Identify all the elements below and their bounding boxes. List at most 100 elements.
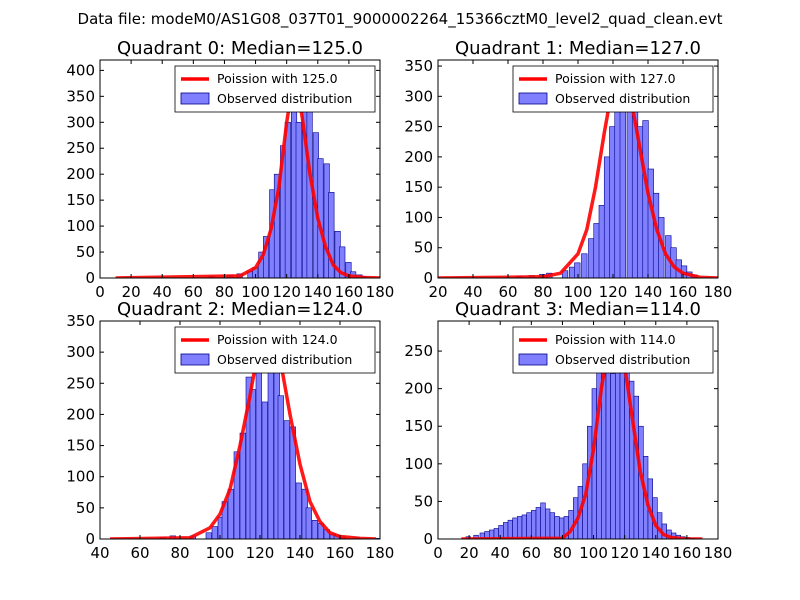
q1-xtick-label: 100 (564, 283, 593, 301)
q3-legend-bar-swatch (518, 353, 548, 366)
q2-xtick-label: 60 (130, 544, 149, 562)
q3-title: Quadrant 3: Median=114.0 (455, 299, 701, 320)
q3-xtick-label: 60 (522, 544, 541, 562)
q2-bar-16 (277, 395, 284, 539)
q3-bar-9 (512, 517, 518, 539)
q1-xtick-label: 60 (498, 283, 517, 301)
q2-xtick-label: 100 (206, 544, 235, 562)
q1-bar-13 (614, 83, 621, 278)
q1-ytick-label: 100 (404, 208, 433, 226)
q1-legend: Poission with 127.0 Observed distribution (512, 65, 714, 113)
q3-ytick-label: 50 (414, 492, 433, 510)
q2-bar-3 (205, 532, 212, 539)
q2-legend-label-observed: Observed distribution (217, 352, 352, 367)
q2-ytick-label: 0 (85, 530, 95, 548)
q1-bar-18 (642, 120, 649, 278)
q2-ytick-label: 200 (66, 405, 95, 423)
quadrant-0-panel: 0 20 40 60 80 100 120 140 160 1800501001502002503… (66, 38, 394, 301)
q0-legend-label-observed: Observed distribution (217, 91, 352, 106)
q1-xtick-label: 140 (634, 283, 663, 301)
q3-xtick-label: 40 (491, 544, 510, 562)
q3-xtick-label: 20 (460, 544, 479, 562)
q2-legend-bar-swatch (180, 353, 210, 366)
q1-bar-6 (574, 262, 581, 278)
q1-bar-10 (598, 205, 605, 278)
q1-ytick-label: 350 (404, 57, 433, 75)
q1-xtick-label: 120 (599, 283, 628, 301)
q3-bar-15 (540, 502, 546, 539)
q0-xtick-label: 20 (122, 283, 141, 301)
q2-xtick-label: 80 (170, 544, 189, 562)
q0-bar-20 (339, 246, 346, 278)
q2-xtick-label: 180 (366, 544, 395, 562)
q2-legend: Poission with 124.0 Observed distribution (174, 326, 376, 374)
q3-bar-11 (521, 514, 527, 539)
q2-bar-17 (283, 420, 290, 539)
q2-title: Quadrant 2: Median=124.0 (117, 299, 363, 320)
q0-xtick-label: 40 (153, 283, 172, 301)
q1-xtick-label: 40 (463, 283, 482, 301)
q1-bar-19 (647, 168, 654, 278)
q2-xtick-label: 120 (246, 544, 275, 562)
q1-bar-7 (581, 253, 588, 278)
q2-bar-19 (295, 482, 302, 539)
q0-legend-bar-swatch (180, 92, 210, 105)
quadrant-3-panel: 0 20 40 60 80 100 120 140 160 180050100150200250Q… (404, 299, 732, 562)
q1-bar-15 (626, 83, 633, 278)
q1-bar-5 (568, 266, 576, 278)
q0-ytick-label: 250 (66, 139, 95, 157)
q3-bar-10 (517, 516, 523, 539)
q0-axes-frame (99, 59, 381, 279)
q0-xtick-label: 140 (303, 283, 332, 301)
q2-legend-label-poisson: Poission with 124.0 (217, 332, 338, 347)
q0-ytick-label: 350 (66, 87, 95, 105)
q0-ytick-label: 100 (66, 217, 95, 235)
q3-xtick-label: 80 (553, 544, 572, 562)
q1-ytick-label: 0 (423, 269, 433, 287)
q2-xtick-label: 160 (326, 544, 355, 562)
q2-ytick-label: 250 (66, 374, 95, 392)
q3-bar-12 (526, 512, 532, 539)
q3-xtick-label: 180 (704, 544, 733, 562)
q0-ytick-label: 200 (66, 165, 95, 183)
q1-xtick-label: 80 (533, 283, 552, 301)
q2-bar-11 (249, 389, 256, 539)
q1-legend-bar-swatch (518, 92, 548, 105)
q0-ytick-label: 50 (76, 243, 95, 261)
q2-ytick-label: 350 (66, 312, 95, 330)
q0-ytick-label: 150 (66, 191, 95, 209)
quadrant-2-panel: 40 60 80 100 120 140 160 180 0 50 100 150 200 250 300 3… (66, 299, 394, 562)
q3-legend-label-observed: Observed distribution (555, 352, 690, 367)
q1-xtick-label: 160 (669, 283, 698, 301)
q1-ytick-label: 150 (404, 178, 433, 196)
q2-xtick-label: 140 (286, 544, 315, 562)
q3-ytick-label: 100 (404, 455, 433, 473)
q3-bar-7 (503, 522, 509, 539)
q3-bar-13 (531, 510, 537, 539)
q1-ytick-label: 250 (404, 118, 433, 136)
q3-ytick-label: 250 (404, 342, 433, 360)
q3-xtick-label: 100 (579, 544, 608, 562)
q0-bar-8 (273, 173, 280, 278)
q1-title: Quadrant 1: Median=127.0 (455, 38, 701, 59)
quadrant-1-panel: 20 40 60 80 100 120 140 160 180 0 50 100 150 200 250 30… (404, 38, 732, 301)
q1-ytick-label: 200 (404, 148, 433, 166)
q1-xtick-label: 180 (704, 283, 733, 301)
q3-xtick-label: 140 (641, 544, 670, 562)
q1-legend-label-poisson: Poission with 127.0 (555, 71, 676, 86)
q3-legend: Poission with 114.0 Observed distribution (512, 326, 714, 374)
q0-ytick-label: 300 (66, 113, 95, 131)
q2-ytick-label: 300 (66, 343, 95, 361)
q1-bar-14 (619, 89, 626, 278)
q2-bar-21 (305, 507, 312, 539)
q0-ytick-label: 400 (66, 61, 95, 79)
q3-bar-8 (507, 519, 513, 539)
q3-bar-14 (535, 507, 541, 539)
q3-xtick-label: 0 (433, 544, 443, 562)
q0-xtick-label: 120 (272, 283, 301, 301)
q0-bar-10 (284, 121, 291, 278)
q2-xtick-label: 40 (90, 544, 109, 562)
q0-xtick-label: 100 (241, 283, 270, 301)
q0-legend-label-poisson: Poission with 125.0 (217, 71, 338, 86)
q3-ytick-label: 200 (404, 380, 433, 398)
